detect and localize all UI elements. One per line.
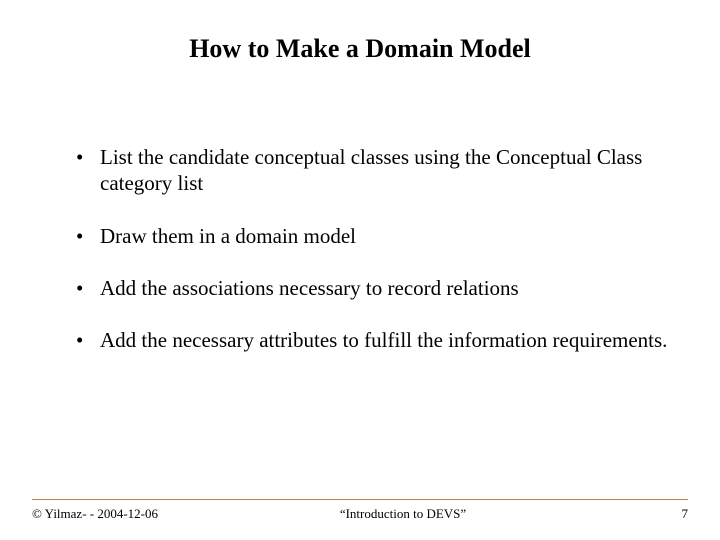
footer-divider xyxy=(32,499,688,500)
list-item: Draw them in a domain model xyxy=(76,223,672,249)
slide: How to Make a Domain Model List the cand… xyxy=(0,0,720,540)
slide-content: List the candidate conceptual classes us… xyxy=(48,144,672,353)
footer-row: © Yilmaz- - 2004-12-06 “Introduction to … xyxy=(32,506,688,522)
list-item: Add the associations necessary to record… xyxy=(76,275,672,301)
slide-footer: © Yilmaz- - 2004-12-06 “Introduction to … xyxy=(0,499,720,522)
footer-page-number: 7 xyxy=(648,506,688,522)
list-item: List the candidate conceptual classes us… xyxy=(76,144,672,197)
list-item: Add the necessary attributes to fulfill … xyxy=(76,327,672,353)
footer-copyright: © Yilmaz- - 2004-12-06 xyxy=(32,506,158,522)
footer-title: “Introduction to DEVS” xyxy=(158,506,648,522)
bullet-list: List the candidate conceptual classes us… xyxy=(76,144,672,353)
slide-title: How to Make a Domain Model xyxy=(48,34,672,64)
